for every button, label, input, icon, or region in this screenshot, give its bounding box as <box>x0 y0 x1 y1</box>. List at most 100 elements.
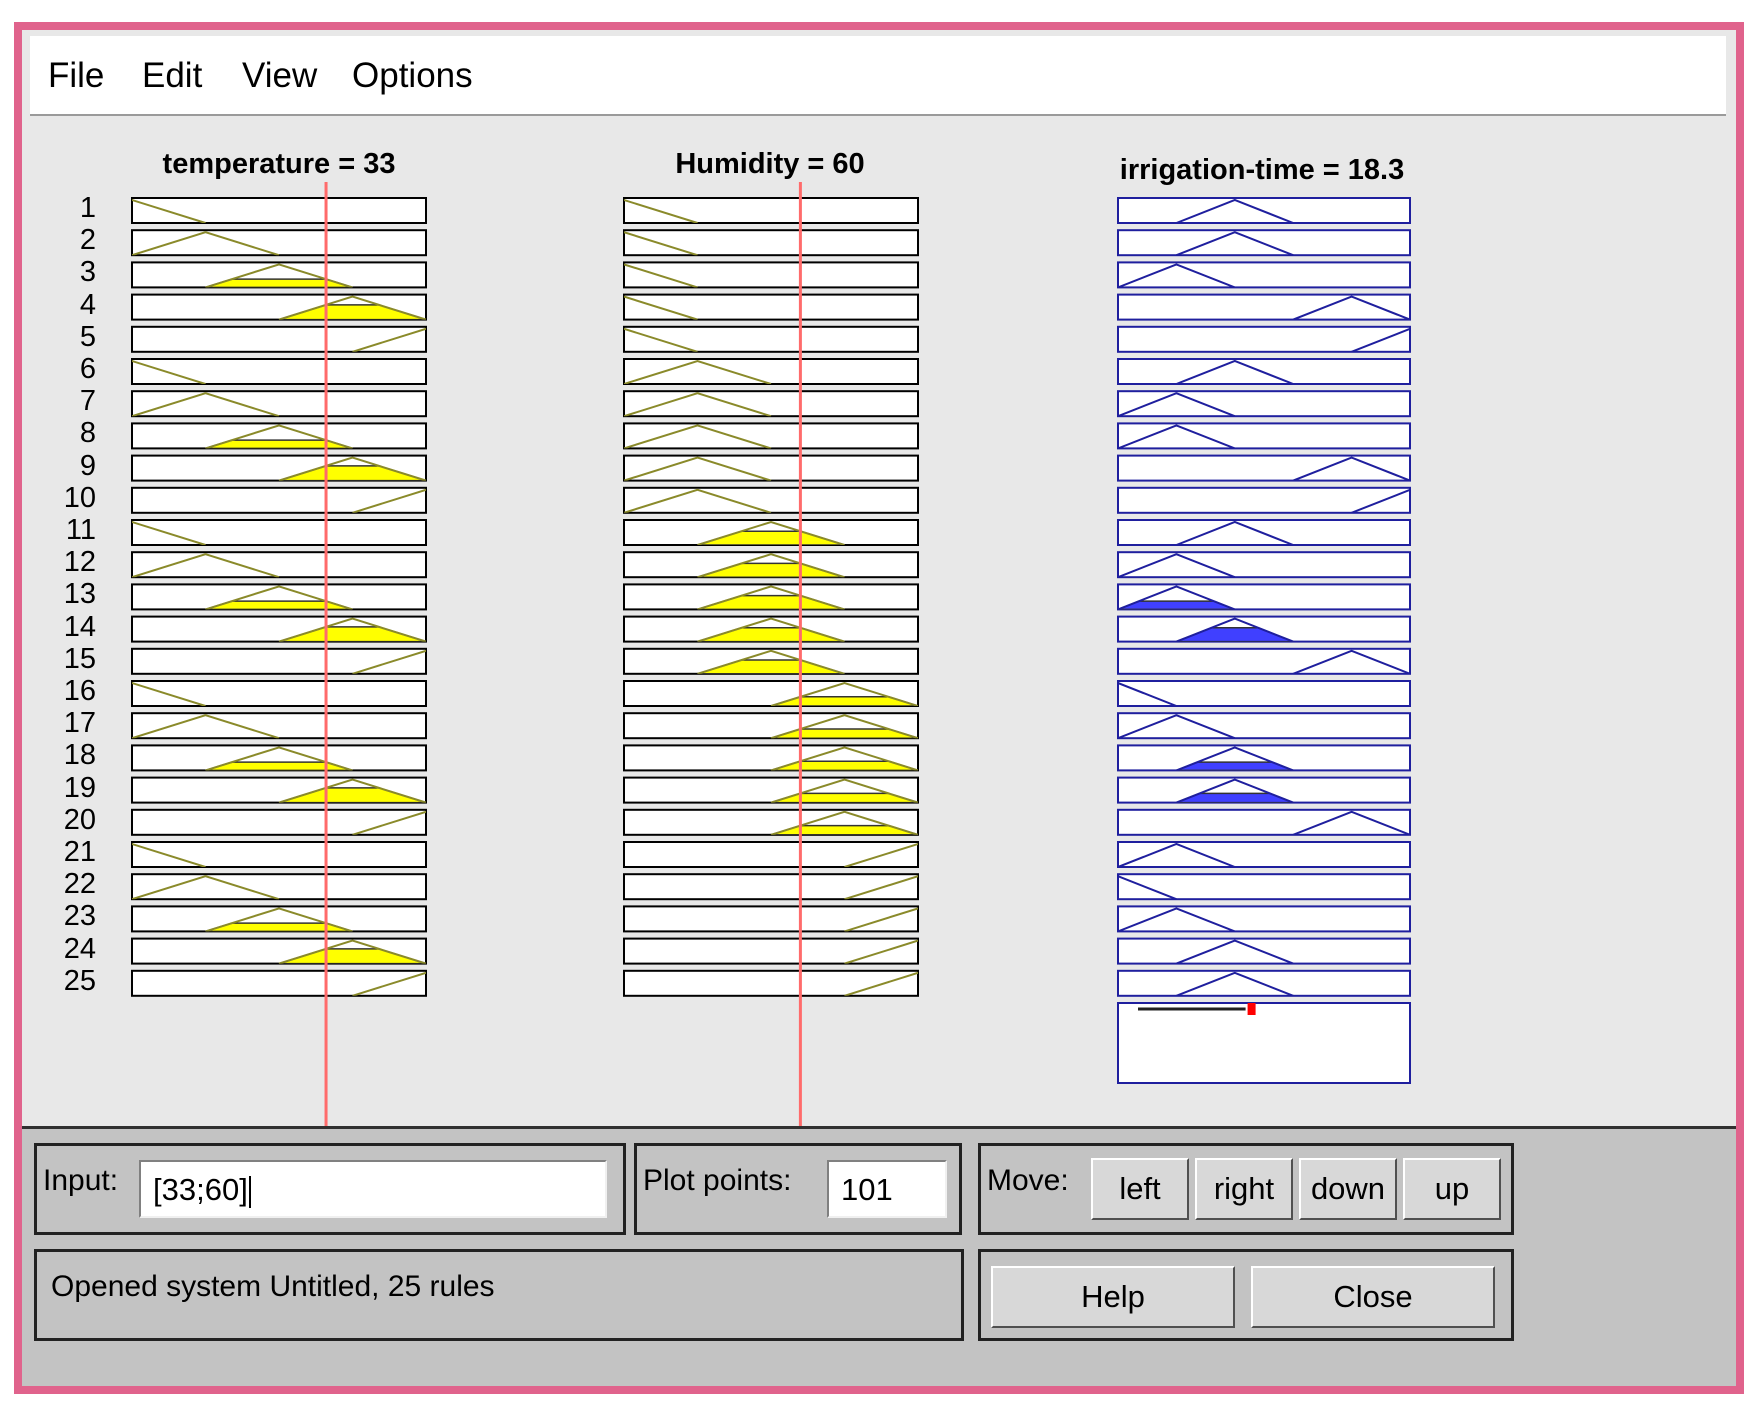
menu-file[interactable]: File <box>48 56 105 95</box>
menu-view[interactable]: View <box>242 56 318 95</box>
humidity-rule-plot <box>623 325 919 353</box>
temperature-membership-line <box>278 778 426 803</box>
temperature-membership-line <box>352 327 426 352</box>
move-right-button[interactable]: right <box>1195 1158 1293 1220</box>
humidity-rule-plot <box>623 422 919 450</box>
output-rule-plot <box>1117 390 1411 418</box>
humidity-membership-line <box>770 746 918 771</box>
output-title: irrigation-time = 18.3 <box>1119 154 1405 186</box>
humidity-rule-plot <box>623 841 919 868</box>
output-rule-plot <box>1117 325 1411 353</box>
humidity-rule-plot <box>623 293 919 321</box>
humidity-rule-plot <box>623 486 919 514</box>
rule-number: 5 <box>79 320 96 353</box>
humidity-membership-line <box>697 617 845 642</box>
temperature-membership-line <box>132 681 206 706</box>
rule-number: 4 <box>79 288 96 321</box>
output-membership-line <box>1118 875 1177 900</box>
temperature-rule-plot <box>131 325 427 353</box>
output-membership-line <box>1176 198 1294 223</box>
rule-number: 16 <box>63 675 96 707</box>
temperature-rule-plot <box>131 841 427 868</box>
humidity-membership-line <box>844 907 918 932</box>
rule-number: 9 <box>79 449 96 482</box>
output-rule-plot <box>1117 583 1411 611</box>
rule-viewer-window: File Edit View Options temperature = 33 … <box>14 22 1744 1394</box>
temperature-rule-plot <box>131 808 427 836</box>
temperature-membership-line <box>278 295 426 320</box>
humidity-membership-line <box>624 263 698 288</box>
output-rule-plot <box>1117 905 1411 933</box>
temperature-membership-line <box>205 746 353 771</box>
temperature-membership-line <box>278 456 426 481</box>
output-rule-plot <box>1117 519 1411 546</box>
rule-number: 15 <box>63 642 96 675</box>
humidity-rule-plot <box>623 261 919 289</box>
output-membership-line <box>1118 585 1236 610</box>
output-membership-line <box>1118 907 1236 932</box>
humidity-rule-plot <box>623 969 919 997</box>
output-membership-line <box>1292 810 1410 835</box>
output-rule-plot <box>1117 551 1411 579</box>
humidity-membership-line <box>624 359 772 384</box>
humidity-rule-plot <box>623 197 919 224</box>
humidity-rule-plot <box>623 454 919 482</box>
humidity-membership-line <box>697 520 845 545</box>
temperature-membership-line <box>132 392 280 417</box>
temperature-membership-line <box>205 424 353 449</box>
humidity-rule-plot <box>623 873 919 901</box>
humidity-membership-line <box>624 327 698 352</box>
control-panel: Input: [33;60] Plot points: 101 Move: le… <box>22 1126 1736 1386</box>
rule-number: 2 <box>79 224 96 257</box>
output-membership-line <box>1176 359 1294 384</box>
close-button[interactable]: Close <box>1251 1266 1495 1328</box>
temperature-membership-line <box>132 714 280 739</box>
output-membership-line <box>1118 714 1236 739</box>
temperature-membership-line <box>132 553 280 578</box>
output-rule-plot <box>1117 454 1411 482</box>
menu-options[interactable]: Options <box>352 56 473 95</box>
menu-edit[interactable]: Edit <box>142 56 203 95</box>
move-up-button[interactable]: up <box>1403 1158 1501 1220</box>
output-membership-line <box>1118 681 1177 706</box>
rule-number: 6 <box>79 353 96 385</box>
temperature-membership-line <box>205 263 353 288</box>
rule-number: 21 <box>63 836 96 868</box>
temperature-membership-line <box>352 649 426 674</box>
temperature-membership-line <box>352 810 426 835</box>
rule-number: 18 <box>63 739 96 772</box>
humidity-membership-line <box>770 810 918 835</box>
output-membership-line <box>1351 327 1410 352</box>
help-button[interactable]: Help <box>991 1266 1235 1328</box>
rule-number: 11 <box>65 514 96 546</box>
output-membership-line <box>1176 231 1294 256</box>
output-membership-line <box>1118 424 1236 449</box>
temperature-rule-plot <box>131 680 427 707</box>
input-value: [33;60] <box>153 1172 248 1207</box>
humidity-membership-line <box>844 875 918 900</box>
move-down-button[interactable]: down <box>1299 1158 1397 1220</box>
temperature-rule-plot <box>131 969 427 997</box>
plot-points-field[interactable]: 101 <box>827 1160 947 1218</box>
rule-number: 24 <box>63 932 96 965</box>
text-caret <box>248 1175 251 1208</box>
output-membership-line <box>1118 842 1236 867</box>
temperature-rule-plot <box>131 712 427 740</box>
temperature-membership-line <box>132 842 206 867</box>
status-box: Opened system Untitled, 25 rules <box>34 1249 964 1341</box>
move-label: Move: <box>987 1164 1069 1197</box>
temperature-membership-line <box>205 907 353 932</box>
humidity-membership-line <box>624 198 698 223</box>
humidity-membership-line <box>624 488 772 513</box>
humidity-membership-line <box>697 585 845 610</box>
help-close-group: Help Close <box>978 1249 1514 1341</box>
temperature-membership-line <box>205 585 353 610</box>
humidity-membership-line <box>624 392 772 417</box>
humidity-rule-plot <box>623 905 919 933</box>
move-left-button[interactable]: left <box>1091 1158 1189 1220</box>
input-field[interactable]: [33;60] <box>139 1160 607 1218</box>
output-membership-line <box>1118 553 1236 578</box>
temperature-membership-line <box>278 939 426 964</box>
output-rule-plot <box>1117 422 1411 450</box>
temperature-membership-line <box>278 617 426 642</box>
